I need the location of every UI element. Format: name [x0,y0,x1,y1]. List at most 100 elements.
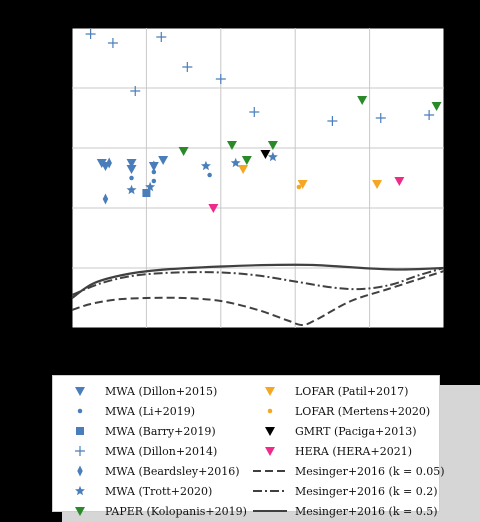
chart [68,27,445,332]
point-mwa-dillon-2014 [130,86,141,96]
point-mwa-trott-2020 [145,181,156,192]
point-lofar-mertens-2020 [296,184,302,190]
point-lofar-patil-2017 [297,180,308,189]
legend-label: MWA (Barry+2019) [105,424,216,438]
legend-marker-swatch [265,427,275,436]
legend-item: Mesinger+2016 (k = 0.2) [249,481,445,501]
legend-symbol [253,510,287,512]
legend-symbol [265,447,275,456]
legend-marker-swatch [75,507,85,516]
legend-label: MWA (Dillon+2014) [105,444,218,458]
legend: MWA (Dillon+2015) MWA (Li+2019) MWA (Barry… [52,375,445,518]
curve-mesinger-2016-k-0-05 [71,270,445,327]
legend-item: MWA (Dillon+2014) [59,441,247,461]
point-mwa-li-2019 [151,178,157,184]
point-mwa-dillon-2014 [249,107,260,117]
point-mwa-li-2019 [207,172,212,178]
point-mwa-dillon-2015 [126,159,137,168]
legend-label: Mesinger+2016 (k = 0.2) [295,484,438,498]
legend-symbol [267,408,273,414]
curve-mesinger-2016-k-0-5 [71,263,445,299]
point-mwa-dillon-2014 [156,32,167,42]
legend-marker-swatch [77,465,83,477]
legend-symbol [265,387,275,396]
point-paper-kolopanis-2019 [226,141,237,150]
legend-label: MWA (Li+2019) [105,404,196,418]
point-mwa-li-2019 [129,175,134,181]
legend-label: PAPER (Kolopanis+2019) [105,504,247,518]
point-mwa-trott-2020 [267,151,278,162]
point-mwa-trott-2020 [230,157,241,168]
point-paper-kolopanis-2019 [178,147,189,156]
point-mwa-dillon-2014 [424,110,435,120]
point-hera-hera-2021 [208,204,219,213]
point-paper-kolopanis-2019 [267,141,278,150]
legend-label: HERA (HERA+2021) [295,444,412,458]
point-mwa-dillon-2015 [158,156,169,165]
point-mwa-dillon-2014 [182,62,193,72]
legend-symbol [75,507,85,516]
legend-item: MWA (Dillon+2015) [59,381,247,401]
legend-column-right: LOFAR (Patil+2017) LOFAR (Mertens+2020) GM… [249,381,445,521]
point-mwa-barry-2019 [142,189,151,197]
point-mwa-trott-2020 [126,184,137,195]
point-mwa-dillon-2014 [107,38,118,48]
legend-item: Mesinger+2016 (k = 0.05) [249,461,445,481]
legend-marker-swatch [75,446,85,456]
legend-marker-swatch [75,485,85,496]
legend-marker-swatch [75,387,85,396]
legend-label: GMRT (Paciga+2013) [295,424,417,438]
legend-item: GMRT (Paciga+2013) [249,421,445,441]
legend-marker-swatch [76,427,84,435]
legend-label: Mesinger+2016 (k = 0.5) [295,504,438,518]
legend-symbol [75,446,85,456]
plot-area [71,27,445,329]
point-mwa-dillon-2014 [85,29,96,39]
axis-ticks [68,27,445,332]
point-mwa-beardsley-2016 [102,193,109,205]
legend-label: MWA (Trott+2020) [105,484,213,498]
legend-shadow [440,385,480,522]
curve-mesinger-2016-k-0-2 [71,267,445,296]
point-lofar-patil-2017 [238,165,249,174]
point-paper-kolopanis-2019 [357,96,368,105]
legend-label: MWA (Beardsley+2016) [105,464,240,478]
point-paper-kolopanis-2019 [241,156,252,165]
legend-symbol [253,470,287,472]
legend-symbol [76,427,84,435]
legend-column-left: MWA (Dillon+2015) MWA (Li+2019) MWA (Barry… [59,381,247,521]
point-gmrt-paciga-2013 [260,150,271,159]
legend-shadow-bottom [62,512,480,522]
legend-item: LOFAR (Mertens+2020) [249,401,445,421]
legend-item: MWA (Li+2019) [59,401,247,421]
legend-item: LOFAR (Patil+2017) [249,381,445,401]
data-points [85,29,442,213]
point-mwa-beardsley-2016 [151,160,157,172]
legend-label: LOFAR (Patil+2017) [295,384,409,398]
point-mwa-li-2019 [151,169,157,175]
legend-symbol [253,490,287,492]
legend-marker-swatch [265,447,275,456]
point-lofar-patil-2017 [372,180,383,189]
point-hera-hera-2021 [394,177,405,186]
legend-label: LOFAR (Mertens+2020) [295,404,431,418]
point-paper-kolopanis-2019 [431,102,442,111]
legend-item: PAPER (Kolopanis+2019) [59,501,247,521]
point-mwa-dillon-2014 [215,74,226,84]
model-curves [71,263,445,327]
legend-symbol [75,387,85,396]
point-mwa-dillon-2014 [375,113,386,123]
legend-symbol [77,408,83,414]
legend-symbol [77,465,83,477]
legend-item: MWA (Trott+2020) [59,481,247,501]
legend-symbol [75,485,85,496]
legend-label: MWA (Dillon+2015) [105,384,218,398]
legend-marker-swatch [77,408,83,414]
legend-marker-swatch [267,408,273,414]
legend-symbol [265,427,275,436]
legend-item: MWA (Beardsley+2016) [59,461,247,481]
legend-item: HERA (HERA+2021) [249,441,445,461]
point-mwa-beardsley-2016 [106,157,112,169]
point-mwa-dillon-2015 [126,165,137,174]
point-mwa-trott-2020 [200,160,211,171]
